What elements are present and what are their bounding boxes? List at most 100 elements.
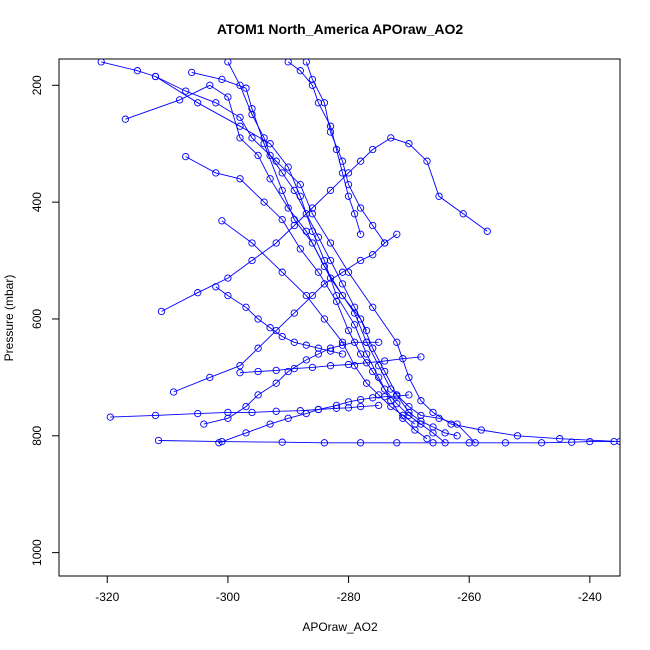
data-point bbox=[417, 397, 425, 405]
data-point bbox=[121, 115, 130, 123]
data-point bbox=[272, 379, 280, 387]
data-point bbox=[465, 439, 473, 447]
data-point bbox=[290, 309, 298, 317]
data-point bbox=[568, 438, 576, 446]
data-point bbox=[393, 439, 401, 447]
data-point bbox=[278, 169, 286, 177]
data-point bbox=[284, 163, 292, 171]
data-point bbox=[399, 411, 407, 420]
data-point bbox=[290, 338, 298, 346]
data-point bbox=[308, 239, 317, 247]
data-point bbox=[314, 233, 323, 241]
data-point bbox=[224, 408, 232, 417]
data-point bbox=[375, 362, 383, 370]
data-point bbox=[206, 81, 214, 89]
x-tick-label: -300 bbox=[216, 590, 240, 604]
data-point bbox=[453, 420, 461, 428]
data-point bbox=[362, 338, 371, 346]
data-point bbox=[375, 401, 383, 410]
data-point bbox=[272, 239, 280, 247]
data-point bbox=[188, 68, 196, 77]
data-point bbox=[296, 180, 304, 189]
data-point bbox=[381, 239, 389, 247]
data-point bbox=[381, 357, 389, 365]
data-point bbox=[133, 67, 142, 75]
series-line-10 bbox=[218, 394, 409, 444]
data-point bbox=[272, 407, 280, 415]
data-point bbox=[320, 99, 329, 107]
data-point bbox=[254, 391, 262, 399]
data-point bbox=[356, 157, 365, 165]
data-point bbox=[242, 84, 250, 92]
data-point bbox=[326, 256, 335, 265]
data-point bbox=[350, 338, 359, 346]
data-point bbox=[248, 256, 256, 265]
data-point bbox=[429, 429, 437, 437]
data-point bbox=[308, 75, 317, 84]
series-line-11 bbox=[203, 341, 379, 425]
data-point bbox=[369, 394, 377, 402]
data-point bbox=[260, 198, 268, 206]
data-point bbox=[308, 291, 317, 300]
y-axis: 200 400 600 800 1000 bbox=[30, 75, 60, 566]
data-point bbox=[362, 379, 371, 387]
data-point bbox=[284, 59, 292, 66]
data-point bbox=[302, 210, 310, 218]
data-point bbox=[332, 401, 341, 410]
y-tick-label: 400 bbox=[30, 192, 44, 212]
data-point bbox=[356, 395, 365, 404]
data-point bbox=[302, 356, 310, 364]
data-point bbox=[356, 350, 365, 358]
data-point bbox=[381, 393, 389, 401]
data-point bbox=[236, 81, 244, 89]
data-point bbox=[501, 439, 510, 447]
data-point bbox=[278, 215, 286, 224]
data-point bbox=[215, 439, 223, 447]
data-point bbox=[417, 353, 425, 361]
data-point bbox=[284, 414, 292, 422]
series-line-15 bbox=[215, 286, 343, 355]
series-line-3 bbox=[155, 76, 428, 440]
series-line-14 bbox=[227, 61, 368, 331]
data-point bbox=[236, 362, 244, 370]
data-point bbox=[350, 321, 359, 329]
data-point bbox=[236, 369, 244, 377]
data-point bbox=[296, 245, 304, 253]
data-point bbox=[356, 439, 365, 447]
data-point bbox=[393, 230, 401, 238]
data-point bbox=[308, 204, 317, 212]
x-axis: -320 -300 -280 -260 -240 bbox=[95, 575, 602, 604]
data-point bbox=[236, 134, 244, 142]
series-line-13 bbox=[305, 61, 386, 244]
data-point bbox=[278, 186, 286, 195]
data-point bbox=[344, 326, 353, 335]
data-point bbox=[320, 262, 329, 271]
chart-title: ATOM1 North_America APOraw_AO2 bbox=[217, 21, 464, 37]
data-point bbox=[369, 303, 377, 311]
data-point bbox=[266, 420, 274, 428]
data-point bbox=[290, 221, 298, 230]
data-point bbox=[537, 439, 546, 447]
data-point bbox=[194, 409, 202, 418]
data-point bbox=[344, 360, 353, 369]
series-line-8 bbox=[110, 404, 379, 418]
series-line-6 bbox=[221, 220, 416, 425]
data-point bbox=[278, 268, 286, 276]
data-point bbox=[332, 297, 341, 306]
data-point bbox=[248, 105, 256, 113]
data-point bbox=[326, 347, 335, 355]
data-point bbox=[435, 192, 443, 200]
data-point bbox=[429, 408, 437, 417]
data-point bbox=[369, 367, 377, 376]
data-point bbox=[175, 96, 184, 104]
data-point bbox=[314, 344, 323, 352]
x-tick-label: -280 bbox=[337, 590, 361, 604]
y-tick-label: 800 bbox=[30, 425, 44, 445]
data-point bbox=[266, 324, 274, 332]
data-point bbox=[254, 315, 262, 323]
data-point bbox=[224, 93, 232, 101]
data-point bbox=[260, 134, 268, 142]
data-point bbox=[453, 432, 461, 440]
data-point bbox=[326, 362, 335, 370]
